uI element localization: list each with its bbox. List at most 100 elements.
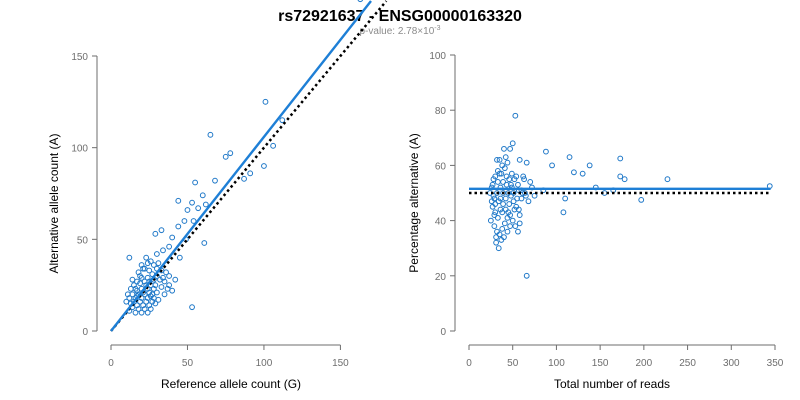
data-point [158,227,165,234]
chart-title: rs72921637 - ENSG00000163320 [278,8,522,25]
data-point [146,302,153,309]
data-point [270,142,277,149]
data-point [496,156,503,163]
y-tick-label: 40 [435,217,447,228]
x-tick-label: 100 [548,358,565,369]
data-point [516,212,523,218]
x-tick-label: 350 [767,358,784,369]
data-point [523,272,530,279]
data-point [169,234,176,241]
data-point [181,218,188,224]
data-point [166,282,173,289]
data-point [579,170,586,177]
x-tick-label: 150 [592,358,609,369]
data-point [146,267,153,274]
data-point [261,163,267,169]
x-tick-label: 50 [507,358,519,369]
y-tick-label: 150 [71,52,88,63]
data-point [498,170,505,177]
x-tick-label: 50 [182,358,194,369]
data-point [500,190,506,196]
data-point [489,181,496,188]
data-point [150,285,157,292]
data-point [500,201,506,207]
data-point [497,195,504,202]
x-tick-label: 300 [723,358,740,369]
data-point [138,262,145,268]
data-point [617,173,624,180]
data-point [140,265,147,272]
data-point [190,218,197,224]
data-point [155,296,162,303]
data-point [279,117,286,124]
x-tick-label: 0 [108,358,114,369]
data-point [153,251,160,257]
x-tick-label: 100 [256,358,273,369]
data-point [147,306,154,312]
y-tick-label: 0 [440,327,446,338]
data-point [492,201,499,207]
data-point [144,295,151,301]
data-point [149,291,156,298]
data-point [571,169,577,176]
data-point [137,298,143,305]
data-point [508,170,515,177]
data-point [126,295,133,301]
data-point [515,228,521,235]
data-point [141,306,148,312]
data-point [140,302,147,309]
y-tick-label: 50 [77,235,89,246]
data-point [501,234,507,241]
data-point [175,223,182,230]
data-point [153,289,160,296]
data-point [501,220,508,227]
data-point [508,181,514,188]
x-axis-label: Reference allele count (G) [161,377,301,391]
data-point [172,276,179,283]
data-point [144,260,151,267]
data-point [160,274,166,281]
data-point [155,260,162,267]
data-point [512,112,519,119]
data-point [150,262,157,268]
reference-line [110,0,388,332]
data-point [504,159,511,166]
data-point [144,309,151,316]
data-point [488,198,495,205]
y-tick-label: 100 [429,51,446,62]
data-point [511,206,518,213]
data-point [160,247,166,254]
data-point [521,176,527,183]
y-tick-label: 100 [71,144,88,155]
data-point [189,304,195,311]
data-point [161,291,168,298]
data-point [531,192,538,199]
data-point [617,155,624,162]
data-point [222,153,229,160]
data-point [143,298,150,305]
data-point [523,159,530,166]
data-point [491,223,498,230]
data-point [494,179,501,185]
data-point [505,209,512,216]
data-point [543,148,549,155]
data-point [166,273,173,279]
data-point [527,179,534,185]
data-point [137,273,143,279]
x-tick-label: 200 [636,358,653,369]
data-point [512,223,519,230]
data-point [522,190,528,196]
x-tick-label: 250 [679,358,696,369]
data-point [357,0,364,3]
data-point [192,179,199,186]
data-point [137,280,143,287]
fit-line [110,0,372,332]
data-point [195,205,202,212]
data-point [494,190,500,196]
data-point [247,170,254,177]
p-value-subtitle: p-value: 2.78×10-3 [359,25,440,37]
y-tick-label: 60 [435,161,447,172]
data-point [152,282,159,289]
data-point [496,231,503,238]
data-point [491,212,498,218]
